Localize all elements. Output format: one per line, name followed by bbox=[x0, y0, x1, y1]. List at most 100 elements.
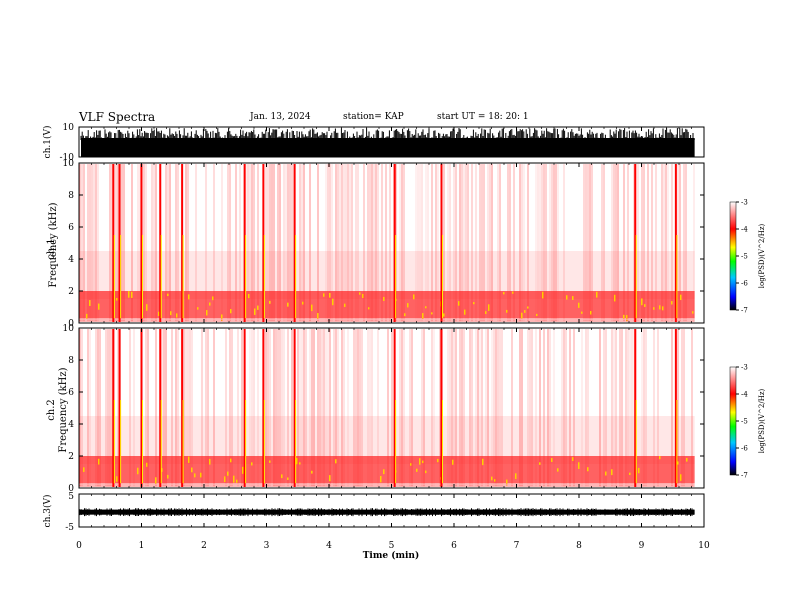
band-speckle bbox=[230, 458, 232, 463]
band-speckle bbox=[557, 468, 559, 472]
band-speckle bbox=[287, 477, 289, 480]
band-speckle bbox=[269, 300, 271, 304]
band-speckle bbox=[590, 310, 592, 315]
band-speckle bbox=[311, 304, 313, 312]
band-speckle bbox=[692, 311, 694, 314]
band-speckle bbox=[413, 294, 415, 300]
band-speckle bbox=[596, 291, 598, 298]
band-speckle bbox=[659, 305, 661, 310]
y-tick-label: 10 bbox=[63, 159, 75, 169]
y-tick-label: 6 bbox=[68, 223, 74, 233]
band-speckle bbox=[416, 468, 418, 472]
x-tick-label: 2 bbox=[201, 541, 207, 551]
band-speckle bbox=[89, 300, 91, 306]
ch2-colorbar: -3 -4 -5 -6 -7 log(PSD)(V^2/Hz) bbox=[729, 364, 766, 480]
band-speckle bbox=[662, 306, 664, 311]
y-tick-label: 8 bbox=[68, 356, 74, 366]
x-tick-label: 4 bbox=[326, 541, 332, 551]
band-speckle bbox=[155, 477, 157, 484]
ch2-label-line: ch.2 bbox=[46, 399, 57, 421]
band-speckle bbox=[512, 291, 514, 294]
band-speckle bbox=[368, 307, 370, 310]
band-speckle bbox=[359, 292, 361, 295]
y-tick-label: 2 bbox=[68, 452, 74, 462]
band-speckle bbox=[317, 313, 319, 320]
band-speckle bbox=[233, 475, 235, 483]
band-speckle bbox=[407, 303, 409, 308]
ch2-spectrogram-image bbox=[79, 329, 695, 493]
band-speckle bbox=[83, 467, 85, 472]
band-speckle bbox=[644, 304, 646, 307]
lowest-band bbox=[79, 318, 695, 322]
colorbar-tick-label: -3 bbox=[741, 199, 748, 207]
x-tick-label: 3 bbox=[264, 541, 270, 551]
ch1-spectrogram-panel: 0 2 4 6 8 10 ch.1 Frequency (kHz) bbox=[46, 159, 705, 329]
band-speckle bbox=[464, 309, 466, 315]
band-speckle bbox=[131, 291, 133, 298]
band-speckle bbox=[539, 462, 541, 465]
ch2-colorbar-label: log(PSD)(V^2/Hz) bbox=[758, 388, 766, 453]
band-speckle bbox=[491, 476, 493, 481]
x-tick-label: 5 bbox=[389, 541, 395, 551]
band-speckle bbox=[482, 458, 484, 466]
band-speckle bbox=[437, 458, 439, 463]
y-tick-label: 10 bbox=[63, 324, 75, 334]
band-speckle bbox=[167, 474, 169, 479]
band-speckle bbox=[677, 461, 679, 465]
ch3-ytick-top: 5 bbox=[68, 492, 74, 502]
band-speckle bbox=[311, 470, 313, 474]
x-axis-label: Time (min) bbox=[363, 550, 420, 561]
y-tick-label: 0 bbox=[68, 319, 74, 329]
band-speckle bbox=[209, 458, 211, 465]
band-speckle bbox=[542, 291, 544, 299]
band-speckle bbox=[638, 467, 640, 474]
band-speckle bbox=[116, 476, 118, 482]
band-speckle bbox=[176, 313, 178, 318]
start-time-label: start UT = 18: 20: 1 bbox=[437, 112, 529, 122]
band-speckle bbox=[680, 294, 682, 301]
band-speckle bbox=[425, 470, 427, 474]
band-speckle bbox=[605, 471, 607, 476]
band-speckle bbox=[641, 298, 643, 306]
station-label: station= KAP bbox=[343, 112, 404, 122]
band-speckle bbox=[200, 472, 202, 478]
band-speckle bbox=[515, 473, 517, 480]
x-tick-label: 9 bbox=[639, 541, 645, 551]
colorbar-tick-label: -7 bbox=[741, 307, 748, 315]
band-speckle bbox=[269, 460, 271, 463]
ch1-waveform-panel: 10 -10 ch.1(V) bbox=[42, 123, 705, 163]
band-speckle bbox=[236, 479, 238, 483]
band-speckle bbox=[209, 302, 211, 306]
band-speckle bbox=[494, 479, 496, 482]
band-speckle bbox=[188, 456, 190, 463]
colorbar-tick-label: -3 bbox=[741, 364, 748, 372]
band-speckle bbox=[503, 292, 505, 295]
band-speckle bbox=[410, 463, 412, 466]
ch1-spectrogram-image bbox=[79, 164, 695, 328]
band-speckle bbox=[281, 474, 283, 479]
y-tick-label: 6 bbox=[68, 388, 74, 398]
ch1-spectrogram-ylabel: ch.1 bbox=[46, 238, 57, 260]
y-tick-label: 0 bbox=[68, 484, 74, 494]
colorbar-tick-label: -6 bbox=[741, 445, 748, 453]
band-speckle bbox=[629, 472, 631, 475]
band-speckle bbox=[488, 304, 490, 311]
strong-low-band bbox=[79, 456, 695, 484]
band-speckle bbox=[323, 293, 325, 297]
band-speckle bbox=[524, 310, 526, 313]
band-speckle bbox=[194, 473, 196, 478]
ch1-label-line: ch.1 bbox=[46, 238, 57, 260]
band-speckle bbox=[572, 457, 574, 461]
ch1-waveform-trace bbox=[80, 128, 695, 157]
colorbar-tick-label: -4 bbox=[741, 226, 748, 234]
ch3-waveform-trace bbox=[79, 508, 695, 517]
band-speckle bbox=[623, 314, 625, 319]
band-speckle bbox=[431, 312, 433, 315]
band-speckle bbox=[128, 291, 130, 298]
x-tick-label: 7 bbox=[514, 541, 520, 551]
band-speckle bbox=[86, 313, 88, 319]
x-tick-label: 8 bbox=[576, 541, 582, 551]
band-speckle bbox=[197, 307, 199, 310]
band-speckle bbox=[206, 310, 208, 316]
